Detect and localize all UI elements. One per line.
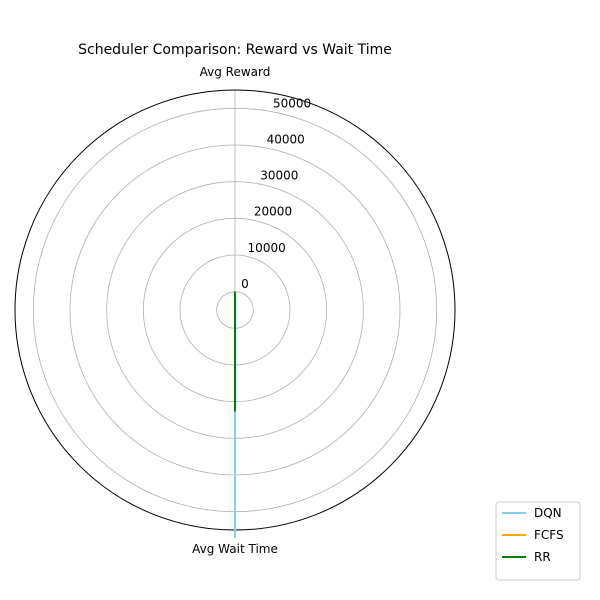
legend-label-dqn: DQN xyxy=(534,506,562,520)
legend-box xyxy=(495,501,581,581)
legend: DQN FCFS RR xyxy=(495,501,581,581)
axis-labels: Avg Reward Avg Wait Time xyxy=(192,65,278,556)
radial-tick-label: 50000 xyxy=(273,96,311,110)
radial-tick-label: 40000 xyxy=(267,133,305,147)
chart-title: Scheduler Comparison: Reward vs Wait Tim… xyxy=(78,42,392,58)
axis-label-avg-wait-time: Avg Wait Time xyxy=(192,542,278,556)
radial-tick-label: 20000 xyxy=(254,205,292,219)
radial-tick-label: 10000 xyxy=(248,241,286,255)
radial-tick-label: 30000 xyxy=(260,169,298,183)
legend-label-fcfs: FCFS xyxy=(534,528,564,542)
legend-label-rr: RR xyxy=(534,550,551,564)
axis-label-avg-reward: Avg Reward xyxy=(200,65,271,79)
radial-tick-label: 0 xyxy=(241,277,249,291)
radial-tick-labels: 0 10000 20000 30000 40000 50000 xyxy=(241,96,311,291)
